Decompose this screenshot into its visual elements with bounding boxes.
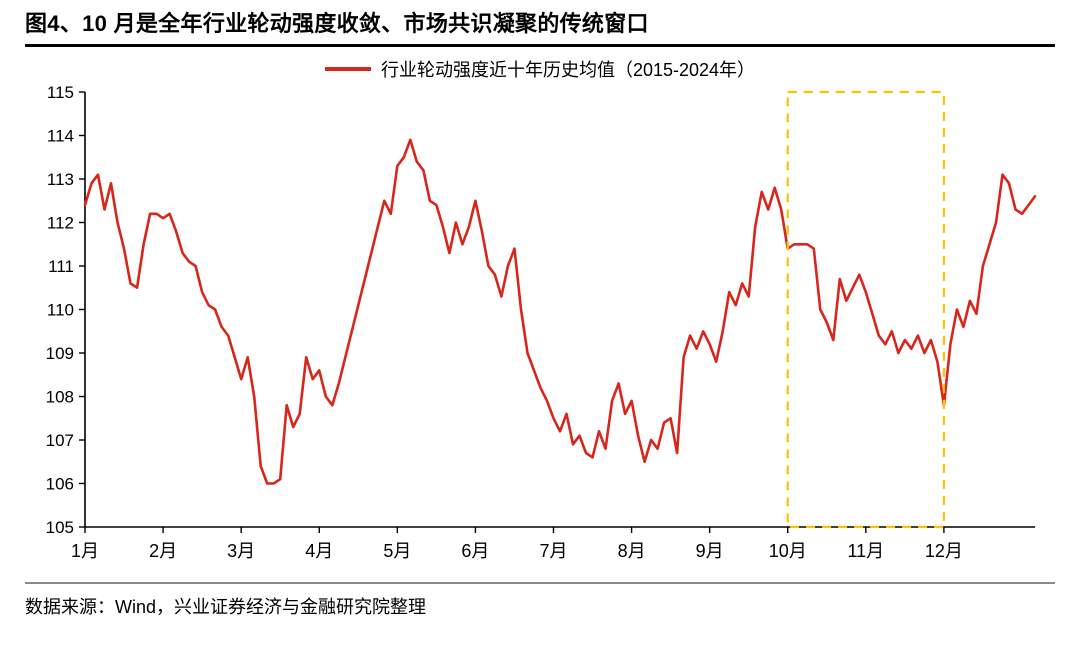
- x-tick-label: 6月: [461, 541, 489, 561]
- x-tick-label: 12月: [925, 541, 963, 561]
- x-tick-label: 2月: [149, 541, 177, 561]
- figure-title: 图4、10 月是全年行业轮动强度收敛、市场共识凝聚的传统窗口: [25, 11, 649, 36]
- y-tick-label: 106: [46, 475, 74, 494]
- x-tick-label: 9月: [696, 541, 724, 561]
- x-tick-label: 8月: [618, 541, 646, 561]
- y-tick-label: 105: [46, 518, 74, 537]
- y-tick-label: 109: [46, 344, 74, 363]
- x-tick-label: 4月: [305, 541, 333, 561]
- y-tick-label: 112: [47, 214, 74, 233]
- x-tick-label: 1月: [71, 541, 99, 561]
- y-tick-label: 115: [47, 83, 74, 102]
- figure-container: 图4、10 月是全年行业轮动强度收敛、市场共识凝聚的传统窗口 行业轮动强度近十年…: [25, 10, 1055, 629]
- x-tick-label: 5月: [383, 541, 411, 561]
- x-tick-label: 3月: [227, 541, 255, 561]
- source-note: 数据来源：Wind，兴业证券经济与金融研究院整理: [25, 597, 427, 617]
- footer-divider: [25, 582, 1055, 584]
- y-tick-label: 107: [46, 431, 74, 450]
- legend-label: 行业轮动强度近十年历史均值（2015-2024年）: [380, 60, 756, 80]
- y-tick-label: 113: [47, 170, 74, 189]
- figure-header: 图4、10 月是全年行业轮动强度收敛、市场共识凝聚的传统窗口: [25, 10, 1055, 47]
- x-tick-label: 11月: [847, 541, 884, 561]
- x-tick-label: 10月: [769, 541, 807, 561]
- figure-footer: 数据来源：Wind，兴业证券经济与金融研究院整理: [25, 582, 1055, 629]
- x-tick-label: 7月: [539, 541, 567, 561]
- y-tick-label: 110: [47, 301, 74, 320]
- title-divider: [25, 44, 1055, 47]
- y-tick-label: 111: [48, 257, 74, 276]
- y-tick-label: 108: [46, 388, 74, 407]
- y-tick-label: 114: [47, 127, 74, 146]
- chart-legend: 行业轮动强度近十年历史均值（2015-2024年）: [25, 56, 1055, 82]
- highlight-box: [786, 90, 946, 529]
- legend-line-swatch: [324, 67, 371, 71]
- series-line: [83, 138, 1037, 485]
- chart-area: 105 106 107 108 109 110 111 112 113 114 115 1月 2月 3月 4…: [25, 82, 1055, 582]
- line-chart-canvas: 105 106 107 108 109 110 111 112 113 114 115 1月 2月 3月 4…: [46, 83, 1037, 561]
